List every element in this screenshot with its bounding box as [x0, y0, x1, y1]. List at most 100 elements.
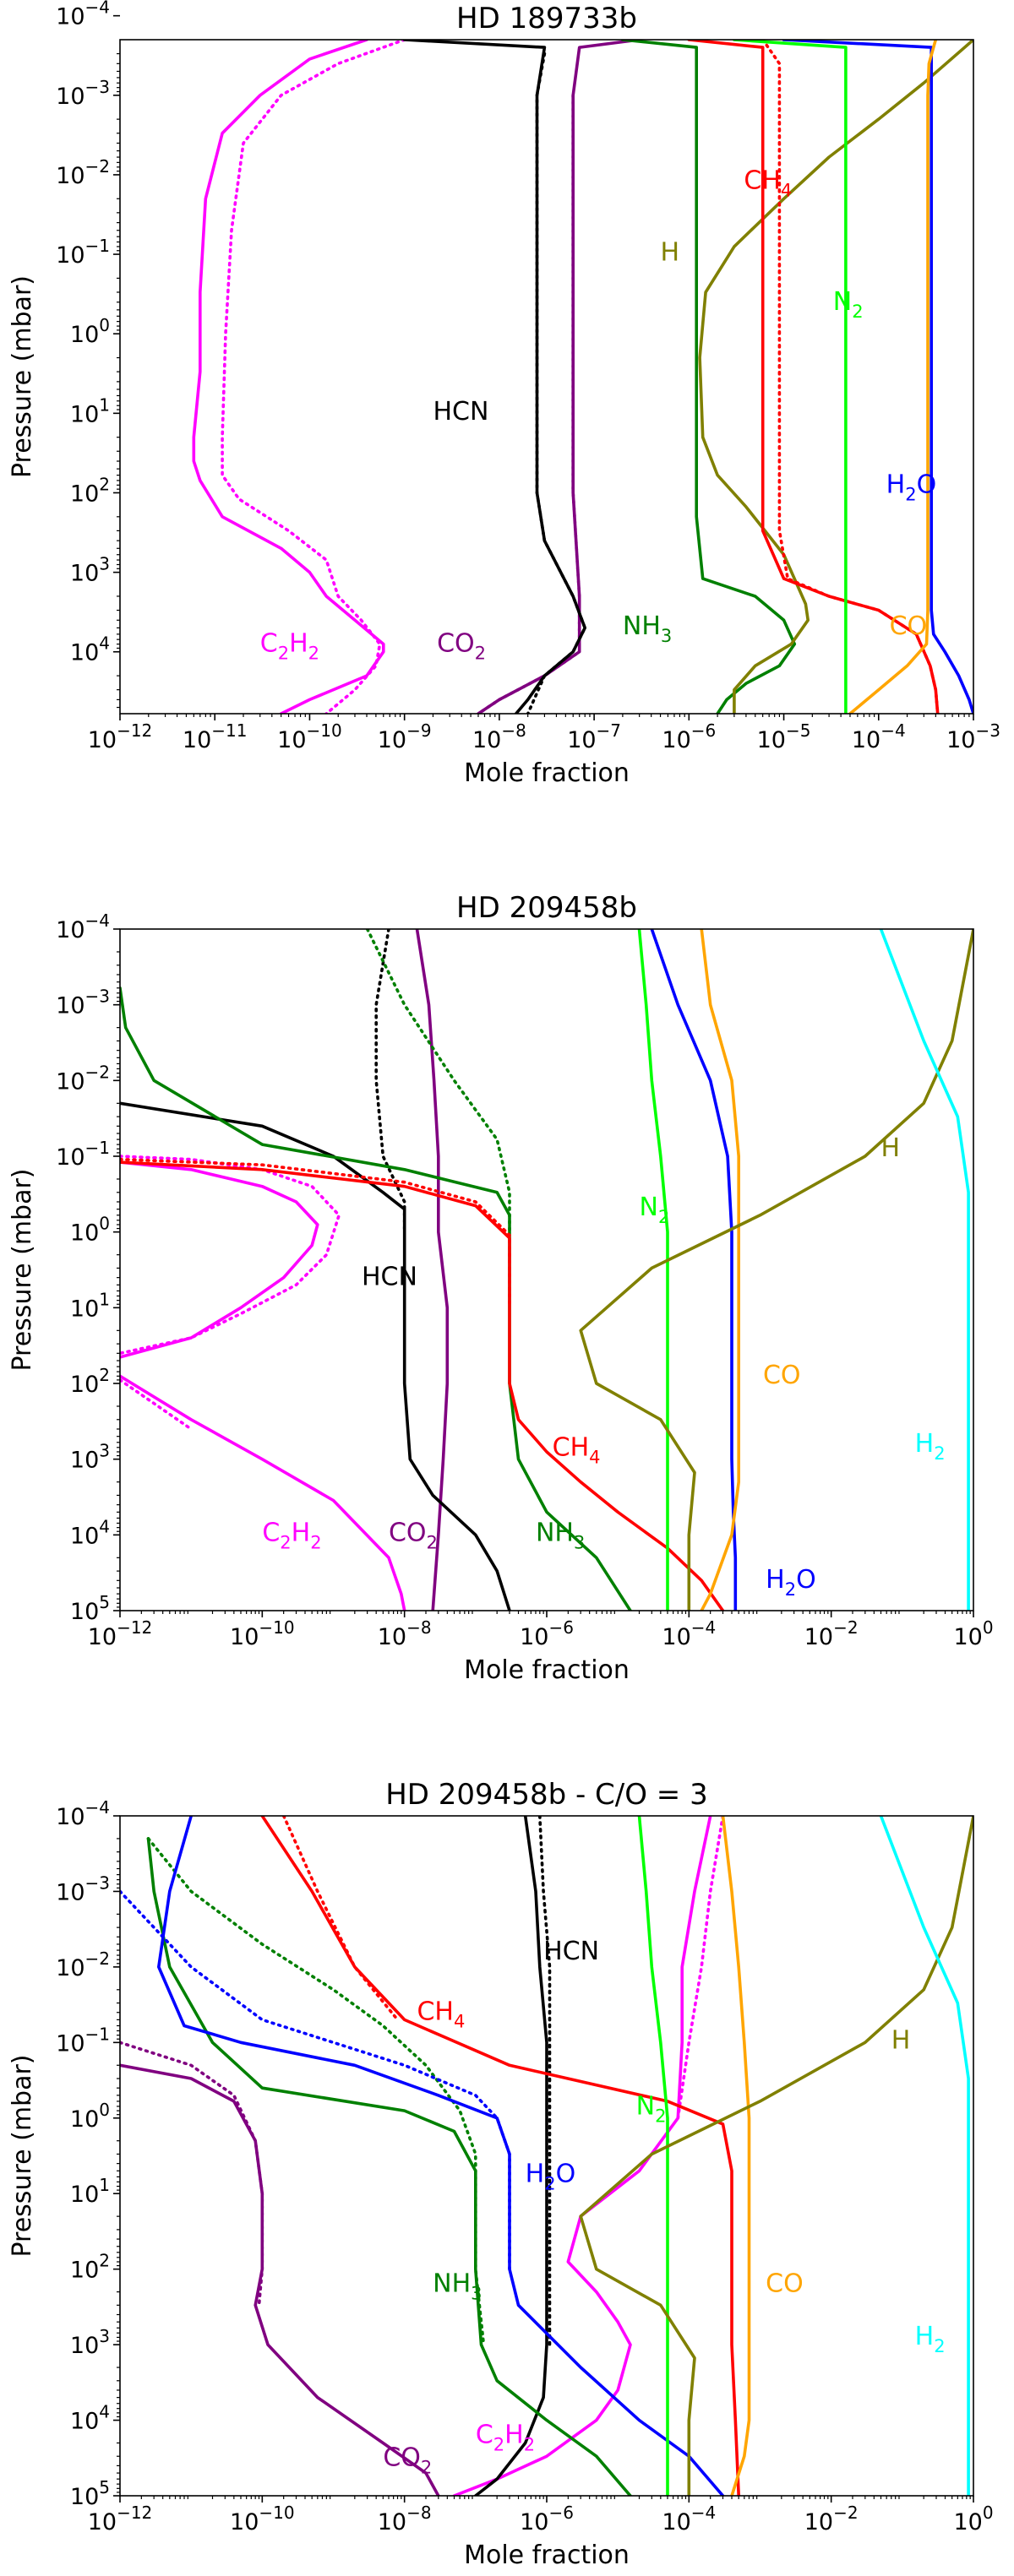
species-base: H: [766, 1565, 785, 1595]
x-axis-label: Mole fraction: [464, 1655, 630, 1685]
series-line-co: [848, 40, 938, 714]
x-tick-label: 10−12: [88, 1617, 153, 1650]
x-tick-label: 10−4: [662, 2503, 716, 2535]
species-label: H: [891, 2025, 911, 2055]
species-subscript-2: 2: [308, 644, 319, 664]
y-tick-label: 100: [70, 315, 110, 348]
series-line-h: [698, 40, 973, 714]
species-label: H: [880, 1133, 900, 1163]
y-tick-exponent: 2: [99, 1365, 110, 1385]
species-label: CO: [763, 1361, 801, 1390]
y-tick-label: 102: [70, 2251, 110, 2284]
y-axis-label: Pressure (mbar): [8, 2054, 37, 2257]
species-rest: O: [556, 2159, 576, 2188]
species-base: C: [476, 2420, 493, 2449]
species-base: H: [661, 238, 680, 268]
y-tick-exponent: 0: [99, 1214, 110, 1234]
x-tick-exponent: −8: [501, 720, 526, 741]
species-label: C2H2: [260, 629, 319, 664]
y-tick-exponent: −3: [85, 77, 110, 97]
x-tick-label: 10−10: [230, 2503, 295, 2535]
y-tick-base: 10: [56, 1879, 84, 1905]
species-label: H: [661, 238, 680, 268]
y-tick-label: 10−1: [56, 2024, 110, 2057]
y-axis-label: Pressure (mbar): [8, 1168, 37, 1371]
x-tick-exponent: −8: [406, 2503, 431, 2523]
x-tick-label: 10−12: [88, 2503, 153, 2535]
x-tick-base: 10: [88, 727, 117, 753]
y-tick-exponent: 3: [99, 1441, 110, 1461]
y-tick-exponent: −1: [85, 236, 110, 256]
x-tick-exponent: −12: [117, 2503, 152, 2523]
x-tick-exponent: −6: [548, 2503, 573, 2523]
y-tick-exponent: −4: [85, 910, 110, 931]
species-label: CO: [766, 2269, 804, 2299]
series-line-co2: [120, 2063, 440, 2496]
series-line-c2h2-lower-dotted-: [120, 1378, 193, 1431]
y-tick-label: 10−1: [56, 236, 110, 269]
x-tick-base: 10: [88, 1624, 117, 1650]
y-tick-base: 10: [70, 1296, 99, 1322]
species-label: H2O: [886, 470, 937, 504]
species-subscript: 2: [934, 2336, 945, 2356]
y-tick-exponent: 0: [99, 2100, 110, 2120]
x-tick-base: 10: [662, 1624, 690, 1650]
species-label: NH3: [623, 611, 672, 646]
species-subscript: 2: [658, 1207, 669, 1227]
series-group: [120, 1816, 973, 2496]
species-label: H2O: [766, 1565, 816, 1600]
y-tick-label: 10−3: [56, 1872, 110, 1905]
y-tick-label: 10−2: [56, 1948, 110, 1981]
species-label: NH3: [536, 1518, 585, 1552]
y-tick-base: 10: [70, 1220, 99, 1247]
y-tick-base: 10: [56, 84, 84, 110]
y-tick-exponent: 3: [99, 554, 110, 574]
x-tick-exponent: −12: [117, 720, 152, 741]
species-label: H2O: [526, 2159, 576, 2193]
x-tick-base: 10: [567, 727, 596, 753]
series-line-ch4: [120, 1160, 725, 1611]
x-tick-label: 100: [953, 2503, 993, 2535]
x-tick-base: 10: [953, 1624, 982, 1650]
series-line-ch4: [260, 1816, 740, 2496]
x-tick-label: 10−3: [946, 720, 1000, 753]
y-tick-exponent: 3: [99, 2326, 110, 2346]
x-tick-base: 10: [520, 1624, 548, 1650]
x-tick-base: 10: [277, 727, 306, 753]
species-subscript: 2: [934, 1443, 945, 1464]
y-tick-label: 10−4: [56, 0, 110, 30]
x-tick-label: 10−6: [662, 720, 716, 753]
species-label: CH4: [744, 166, 792, 201]
series-line-h2o: [157, 1816, 725, 2496]
y-tick-base: 10: [56, 917, 84, 943]
y-tick-exponent: 4: [99, 633, 110, 654]
y-tick-label: 103: [70, 554, 110, 587]
x-axis-label: Mole fraction: [464, 758, 630, 788]
y-tick-label: 104: [70, 633, 110, 666]
y-tick-exponent: −4: [85, 0, 110, 18]
y-tick-base: 10: [70, 1599, 99, 1625]
series-line-co: [700, 929, 740, 1611]
series-line-hcn: [474, 1816, 548, 2496]
series-line-co2-dotted-: [477, 94, 581, 714]
species-base: H: [891, 2025, 911, 2055]
species-label: CH4: [417, 1997, 465, 2031]
y-tick-label: 101: [70, 2175, 110, 2208]
species-subscript-2: 2: [524, 2434, 535, 2454]
species-subscript: 4: [589, 1448, 600, 1468]
series-line-hcn: [402, 40, 586, 714]
series-line-co2: [477, 40, 641, 714]
chart-2: 10−12 10−10 10−8 10−6 10−4 10−2 10010−410−310−…: [8, 891, 994, 1685]
series-line-n2: [733, 40, 848, 714]
x-tick-exponent: −7: [597, 720, 621, 741]
series-line-h2: [879, 1816, 970, 2496]
series-line-hcn-dotted-: [374, 929, 406, 1234]
x-tick-exponent: −4: [691, 1617, 716, 1638]
x-tick-base: 10: [472, 727, 501, 753]
species-label: HCN: [433, 397, 488, 427]
species-base: CO: [890, 611, 928, 641]
y-tick-exponent: 5: [99, 2477, 110, 2497]
x-tick-exponent: −6: [691, 720, 716, 741]
x-tick-base: 10: [183, 727, 211, 753]
y-tick-exponent: 0: [99, 315, 110, 335]
